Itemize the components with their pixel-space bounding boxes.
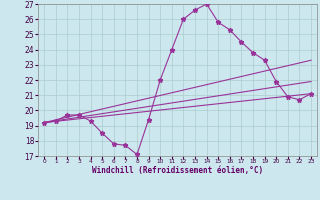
X-axis label: Windchill (Refroidissement éolien,°C): Windchill (Refroidissement éolien,°C) [92, 166, 263, 175]
